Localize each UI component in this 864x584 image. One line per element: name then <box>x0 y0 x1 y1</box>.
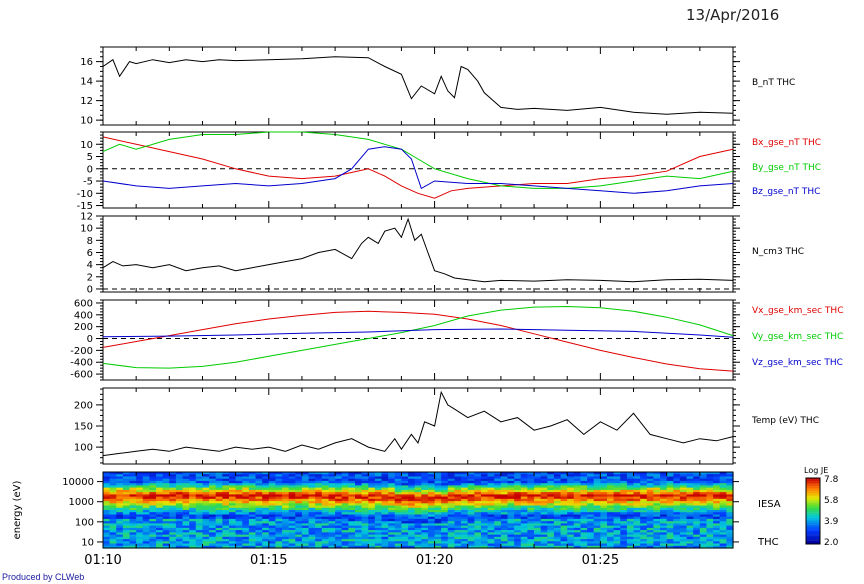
panel-5: 100 150 200 Temp (eV) THC <box>74 387 819 465</box>
y-tick-label: 10 <box>80 140 93 151</box>
colorbar-frame <box>805 477 821 545</box>
panel-frame <box>102 299 734 381</box>
y-tick-label: 5 <box>87 152 93 163</box>
colorbar-tick-label: 2.0 <box>824 538 839 548</box>
y-tick-label: -600 <box>70 370 93 381</box>
y-tick-label: -10 <box>77 189 93 200</box>
series-label: Vz_gse_km_sec THC <box>752 358 843 368</box>
y-tick-label: 4 <box>87 260 93 271</box>
y-tick-label: -200 <box>70 346 93 357</box>
series-label: Bz_gse_nT THC <box>752 187 820 197</box>
colorbar-tick-label: 5.8 <box>824 496 839 506</box>
y-tick-label: 8 <box>87 236 93 247</box>
y-tick-label: 12 <box>80 96 93 107</box>
panel-frame <box>102 215 734 293</box>
y-tick-label: 100 <box>75 517 94 528</box>
y-tick-label: 16 <box>80 57 93 68</box>
panel-1: 10 12 14 16 B_nT THC <box>80 46 795 127</box>
series-line <box>102 390 734 457</box>
panel-frame <box>102 387 734 465</box>
series-label: By_gse_nT THC <box>752 163 821 173</box>
y-tick-label: 12 <box>80 212 93 223</box>
y-tick-label: -400 <box>70 358 93 369</box>
y-tick-label: 6 <box>87 248 93 259</box>
y-axis-label: energy (eV) <box>12 480 23 539</box>
panel-6: 10 100 1000 10000 energy (eV) IESA THC Log JE7.… <box>12 466 839 549</box>
y-tick-label: 1000 <box>69 497 94 508</box>
time-tick-label: 01:20 <box>416 553 453 568</box>
y-tick-label: 100 <box>74 443 93 454</box>
y-tick-label: -5 <box>83 177 93 188</box>
y-tick-label: -15 <box>77 201 93 212</box>
series-line <box>102 56 734 115</box>
spacecraft-label: THC <box>757 537 779 548</box>
series-label: Vx_gse_km_sec THC <box>752 306 844 316</box>
spectrogram-name: IESA <box>758 499 781 510</box>
time-tick-label: 01:10 <box>84 553 121 568</box>
time-axis: 01:10 01:15 01:20 01:25 <box>84 47 734 568</box>
date-label: 13/Apr/2016 <box>686 6 780 24</box>
series-line <box>102 328 734 338</box>
y-tick-label: 0 <box>87 334 93 345</box>
y-tick-label: 10000 <box>62 477 94 488</box>
y-tick-label: 2 <box>87 272 93 283</box>
y-tick-label: 400 <box>74 310 93 321</box>
y-tick-label: 0 <box>87 164 93 175</box>
colorbar: Log JE7.8 5.8 3.9 2.0 <box>804 466 839 548</box>
time-tick-label: 01:25 <box>582 553 619 568</box>
y-tick-label: 10 <box>80 224 93 235</box>
spectrogram <box>103 472 734 549</box>
time-tick-label: 01:15 <box>250 553 287 568</box>
y-tick-label: 0 <box>87 284 93 295</box>
series-label: Bx_gse_nT THC <box>752 138 821 148</box>
series-line <box>102 217 734 283</box>
panel-frame <box>102 131 734 209</box>
y-tick-label: 200 <box>74 322 93 333</box>
colorbar-tick-label: 7.8 <box>824 475 839 485</box>
panel-frame <box>102 46 734 126</box>
colorbar-tick-label: 3.9 <box>824 517 839 527</box>
series-line <box>102 305 734 369</box>
series-label: Temp (eV) THC <box>751 416 819 426</box>
y-tick-label: 600 <box>74 298 93 309</box>
series-label: Vy_gse_km_sec THC <box>752 332 843 342</box>
y-tick-label: 14 <box>80 77 93 88</box>
series-line <box>102 146 734 194</box>
colorbar-title: Log JE <box>804 466 828 475</box>
series-line <box>102 310 734 372</box>
credit-label: Produced by CLWeb <box>2 572 85 582</box>
series-line <box>102 136 734 199</box>
y-tick-label: 10 <box>80 116 93 127</box>
series-label: N_cm3 THC <box>752 247 804 257</box>
y-tick-label: 200 <box>74 400 93 411</box>
y-tick-label: 150 <box>74 422 93 433</box>
series-label: B_nT THC <box>752 78 795 88</box>
y-tick-label: 10 <box>81 537 94 548</box>
panel-frame <box>102 471 734 549</box>
